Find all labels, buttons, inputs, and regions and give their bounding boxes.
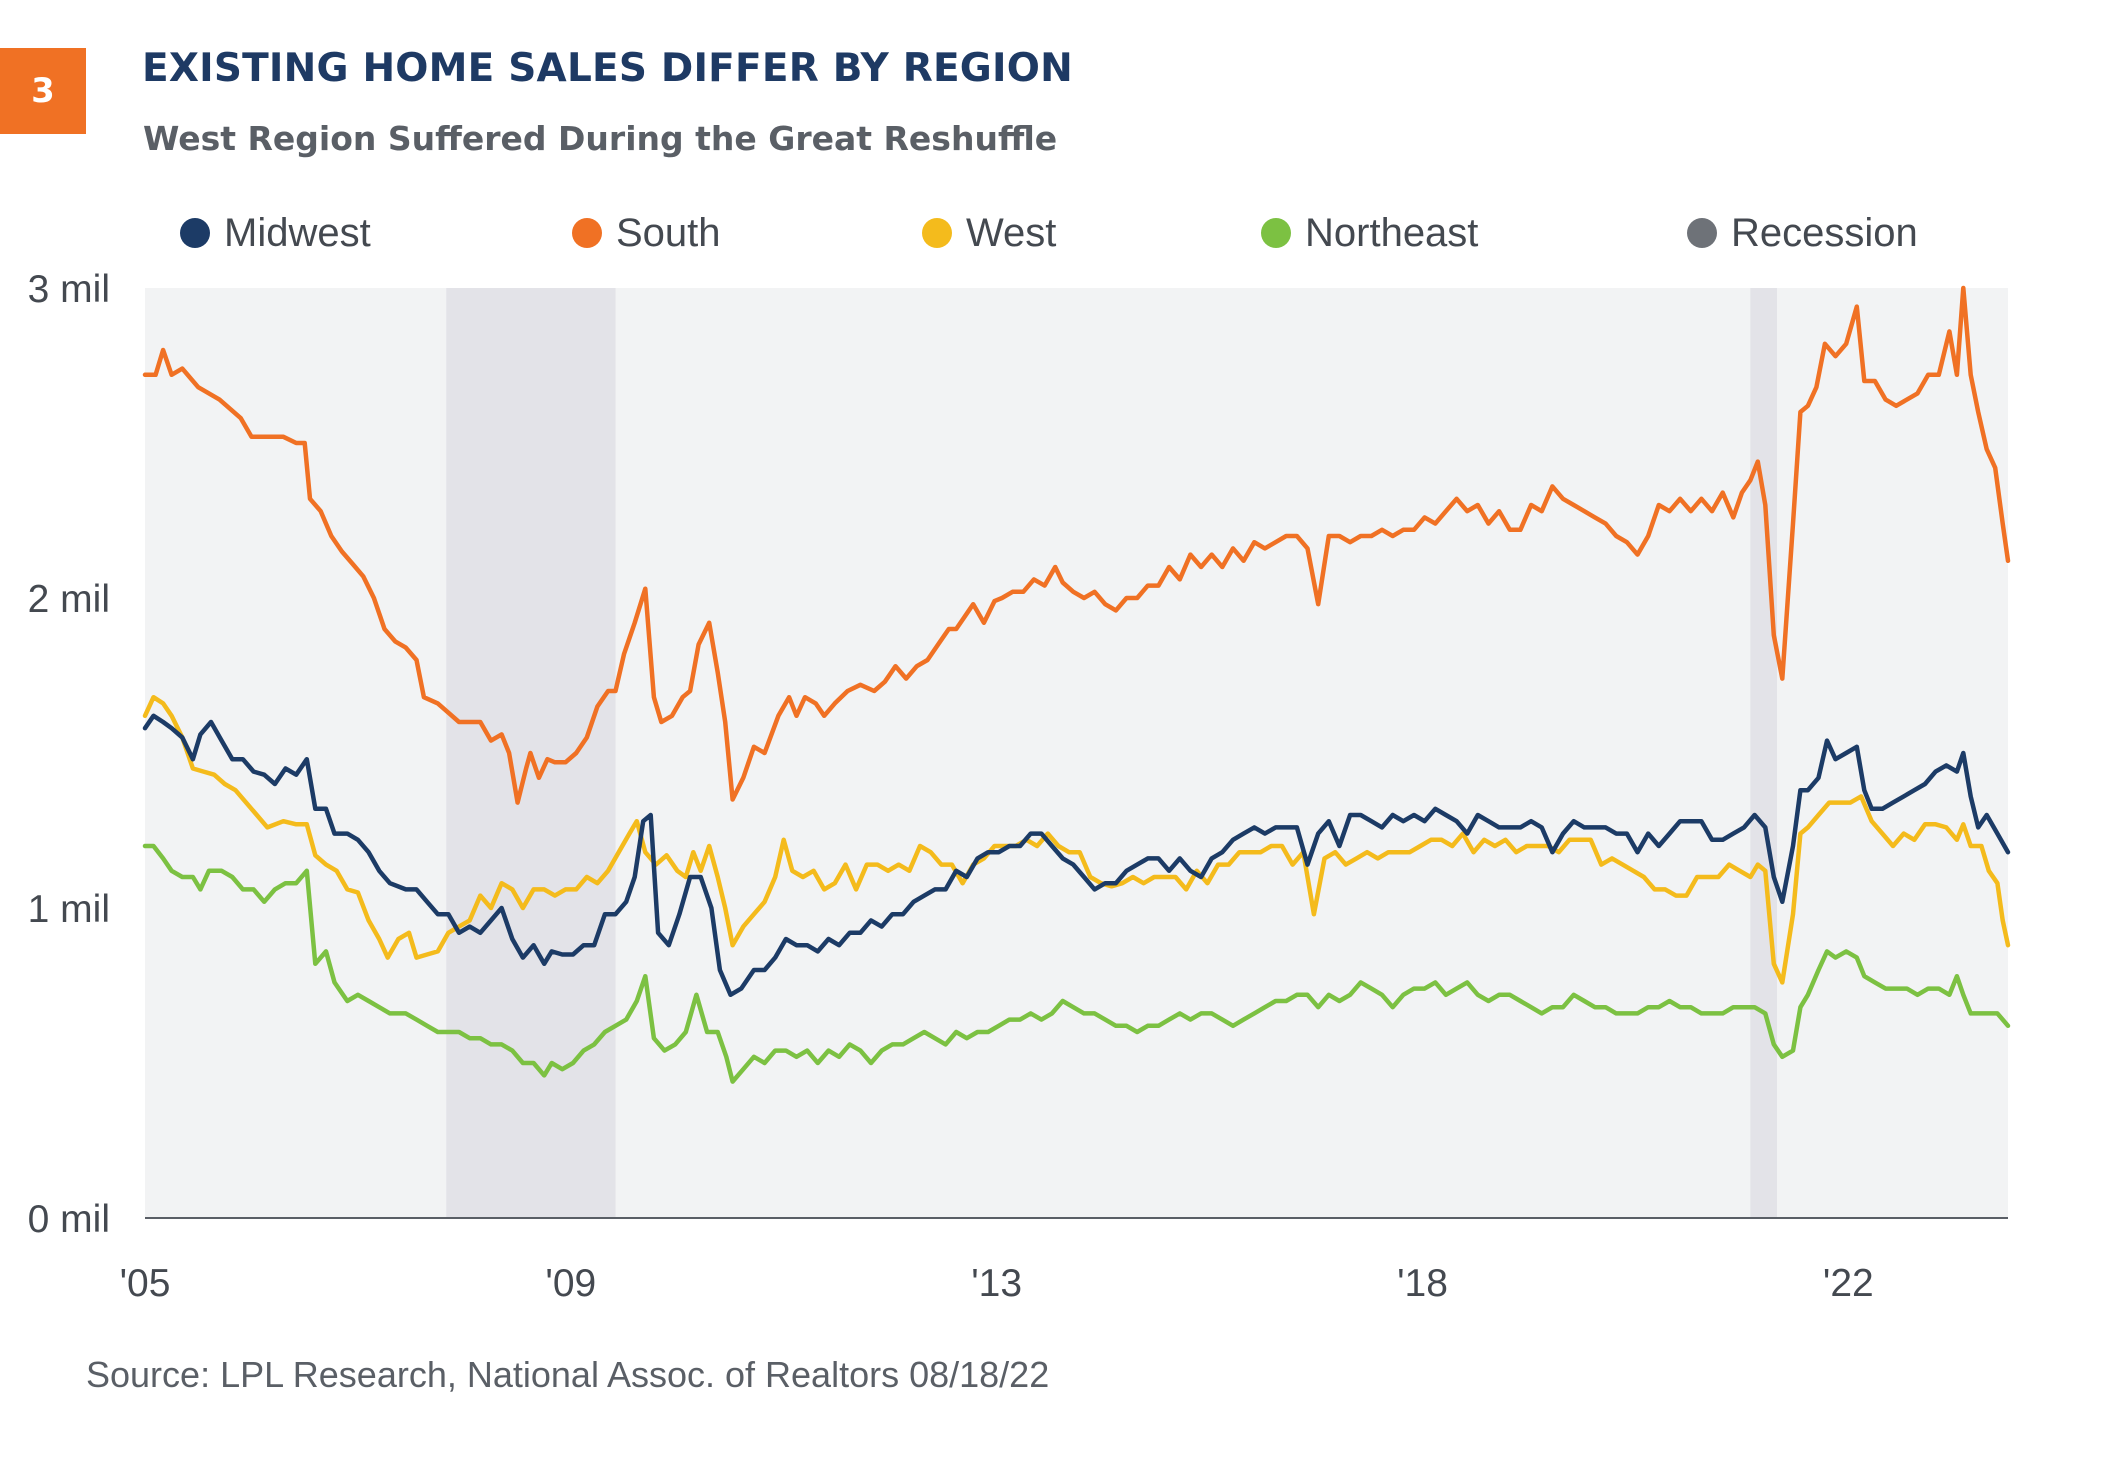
plot-background bbox=[145, 288, 2008, 1218]
y-tick-label: 0 mil bbox=[28, 1198, 110, 1241]
y-tick-label: 1 mil bbox=[28, 888, 110, 931]
legend-item-recession: Recession bbox=[1687, 208, 1918, 258]
x-tick-label: '13 bbox=[971, 1262, 1022, 1305]
x-axis-ticks: '05 '09 '13 '18 '22 bbox=[120, 1262, 1874, 1305]
legend-dot-west bbox=[922, 218, 952, 248]
figure-number-badge: 3 bbox=[0, 48, 86, 134]
x-tick-label: '18 bbox=[1397, 1262, 1448, 1305]
x-tick-label: '05 bbox=[120, 1262, 171, 1305]
y-tick-label: 2 mil bbox=[28, 578, 110, 621]
series-line-northeast bbox=[142, 843, 2011, 1084]
legend-dot-northeast bbox=[1261, 218, 1291, 248]
y-tick-label: 3 mil bbox=[28, 268, 110, 311]
legend-label-west: West bbox=[966, 210, 1057, 255]
series-line-west bbox=[142, 694, 2011, 985]
chart-legend: Midwest South West Northeast Recession bbox=[0, 208, 2101, 258]
series-lines bbox=[142, 285, 2011, 1084]
chart-subtitle: West Region Suffered During the Great Re… bbox=[143, 119, 1058, 158]
legend-label-midwest: Midwest bbox=[224, 210, 371, 255]
x-tick-label: '22 bbox=[1823, 1262, 1874, 1305]
legend-dot-midwest bbox=[180, 218, 210, 248]
source-note: Source: LPL Research, National Assoc. of… bbox=[86, 1354, 1050, 1395]
legend-label-recession: Recession bbox=[1731, 210, 1918, 255]
series-line-south bbox=[142, 285, 2011, 805]
legend-label-south: South bbox=[616, 210, 721, 255]
x-tick-label: '09 bbox=[545, 1262, 596, 1305]
recession-band-2 bbox=[1750, 288, 1777, 1218]
legend-item-northeast: Northeast bbox=[1261, 208, 1478, 258]
chart-title: EXISTING HOME SALES DIFFER BY REGION bbox=[142, 46, 1073, 91]
y-axis-ticks: 0 mil 1 mil 2 mil 3 mil bbox=[28, 268, 110, 1241]
series-line-midwest bbox=[142, 713, 2011, 998]
legend-label-northeast: Northeast bbox=[1305, 210, 1479, 255]
legend-item-midwest: Midwest bbox=[180, 208, 371, 258]
legend-dot-south bbox=[572, 218, 602, 248]
legend-item-south: South bbox=[572, 208, 721, 258]
legend-item-west: West bbox=[922, 208, 1056, 258]
legend-dot-recession bbox=[1687, 218, 1717, 248]
